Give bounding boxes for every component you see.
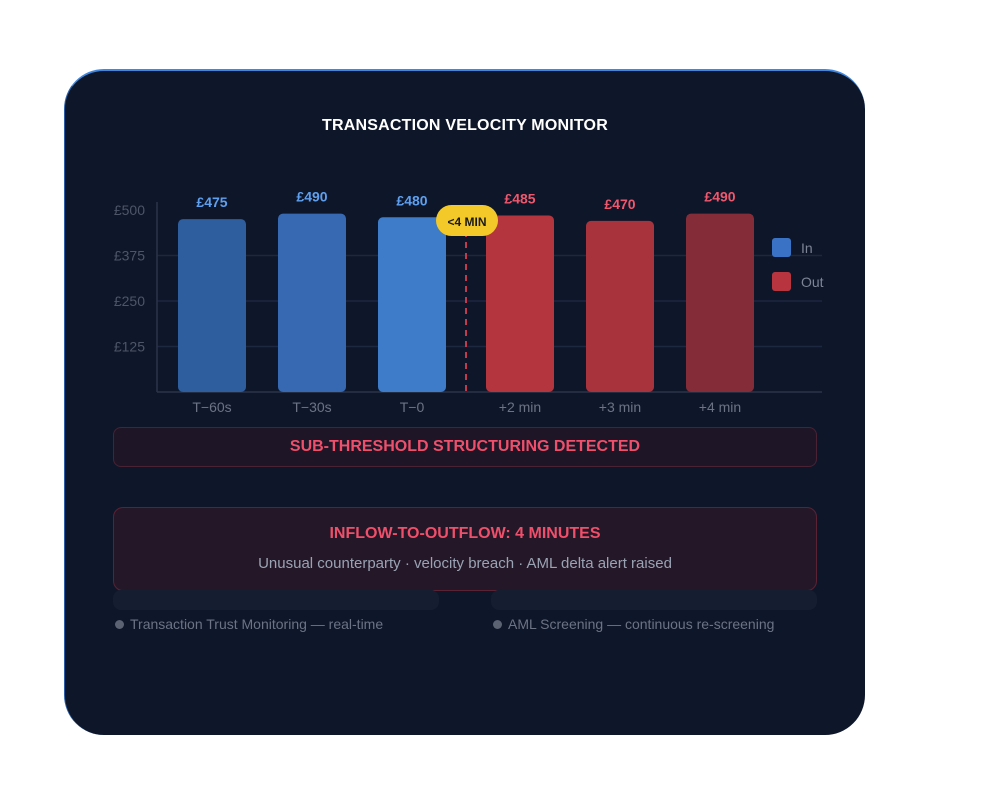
status-right-text: AML Screening — continuous re-screening <box>508 616 775 632</box>
legend-label: Out <box>801 274 824 290</box>
alert-subtitle: Unusual counterparty · velocity breach ·… <box>258 555 672 572</box>
x-tick-label: +4 min <box>699 399 741 415</box>
bar-value-label: £490 <box>704 189 735 205</box>
chart-title: TRANSACTION VELOCITY MONITOR <box>322 117 608 134</box>
x-tick-label: +2 min <box>499 399 541 415</box>
status-aml-screening: AML Screening — continuous re-screening <box>493 616 774 632</box>
status-dot-icon <box>115 619 124 629</box>
y-tick-label: £375 <box>114 248 145 264</box>
y-tick-label: £250 <box>114 293 145 309</box>
bar <box>486 215 554 392</box>
time-gap-badge <box>436 205 498 236</box>
legend-swatch <box>772 238 791 257</box>
time-gap-badge-label: <4 MIN <box>447 215 486 229</box>
status-dot-icon <box>493 619 502 629</box>
bar <box>278 213 346 392</box>
bar <box>178 219 246 392</box>
status-bar-right-track <box>491 590 817 610</box>
bar <box>378 217 446 392</box>
x-tick-label: T−0 <box>400 399 425 415</box>
bar <box>686 213 754 392</box>
bar-chart: £125 £250 £375 £500 £475 T−60s £490 T−30s £480 T−… <box>114 189 824 415</box>
x-tick-label: T−60s <box>192 399 231 415</box>
status-trust-monitoring: Transaction Trust Monitoring — real-time <box>115 616 383 632</box>
x-tick-label: +3 min <box>599 399 641 415</box>
bar <box>586 220 654 392</box>
bar-value-label: £490 <box>296 189 327 205</box>
alert-title: INFLOW-TO-OUTFLOW: 4 MINUTES <box>329 525 601 542</box>
status-left-text: Transaction Trust Monitoring — real-time <box>130 616 384 632</box>
x-tick-label: T−30s <box>292 399 331 415</box>
bar-value-label: £485 <box>504 190 535 206</box>
structuring-banner: SUB-THRESHOLD STRUCTURING DETECTED <box>113 427 817 467</box>
y-tick-label: £125 <box>114 339 145 355</box>
legend-label: In <box>801 240 813 256</box>
status-bar-left-track <box>113 590 439 610</box>
bar-value-label: £480 <box>396 192 427 208</box>
bar-value-label: £470 <box>604 196 635 212</box>
legend-swatch <box>772 272 791 291</box>
y-tick-label: £500 <box>114 202 145 218</box>
alert-box: INFLOW-TO-OUTFLOW: 4 MINUTES Unusual cou… <box>113 507 817 591</box>
bar-value-label: £475 <box>196 194 227 210</box>
velocity-monitor-card: TRANSACTION VELOCITY MONITOR £125 £250 £37… <box>64 69 865 735</box>
